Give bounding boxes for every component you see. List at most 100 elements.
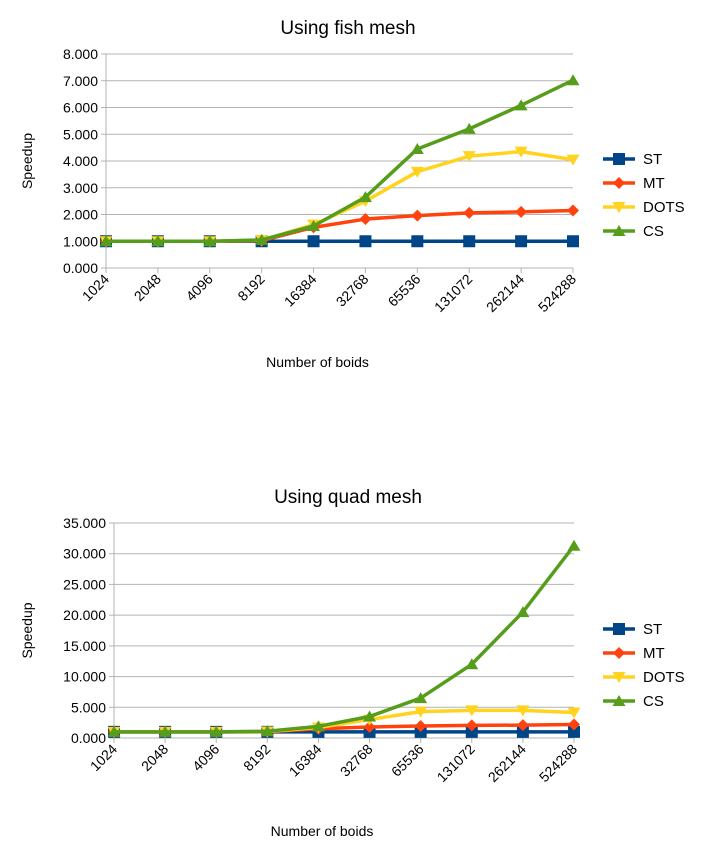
legend-entry-dots: DOTS <box>603 669 685 686</box>
data-point <box>463 206 476 219</box>
x-tick-label: 131072 <box>431 271 475 315</box>
data-point <box>359 235 372 248</box>
legend-label: DOTS <box>643 669 685 686</box>
data-point <box>568 718 580 731</box>
data-point <box>566 74 580 86</box>
series-line <box>106 149 574 243</box>
chart-title: Using fish mesh <box>280 18 415 39</box>
legend-marker <box>612 695 626 706</box>
chart-2: Using quad mesh 0.000 5.000 10.000 15.000 20.… <box>19 487 685 839</box>
data-point <box>515 205 528 218</box>
x-tick-label: 16384 <box>281 271 320 310</box>
data-point <box>514 99 528 111</box>
y-tick-label: 0.000 <box>63 260 98 276</box>
y-axis-label: Speedup <box>19 602 35 658</box>
data-point <box>99 235 113 247</box>
legend-entry-dots: DOTS <box>603 199 685 216</box>
y-tick-label: 20.000 <box>63 607 106 623</box>
legend-label: MT <box>643 175 665 192</box>
y-tick-label: 15.000 <box>63 638 106 654</box>
x-tick-label: 65536 <box>385 271 424 310</box>
data-point <box>462 151 476 163</box>
y-tick-label: 10.000 <box>63 669 106 685</box>
legend-entry-mt: MT <box>603 645 665 662</box>
data-point <box>567 235 579 248</box>
x-tick-label: 32768 <box>333 271 372 310</box>
legend: ST MT DOTS CS <box>603 151 685 240</box>
x-tick-label: 262144 <box>485 741 529 785</box>
x-tick-label: 524288 <box>535 271 579 315</box>
y-tick-label: 8.000 <box>63 46 98 62</box>
data-point <box>411 235 424 248</box>
legend-marker <box>613 623 625 635</box>
x-tick-label: 8192 <box>240 741 273 774</box>
legend-label: MT <box>643 645 665 662</box>
data-point <box>515 235 528 248</box>
legend-entry-st: ST <box>603 151 662 168</box>
series-line <box>106 208 574 243</box>
x-tick-label: 16384 <box>286 741 325 780</box>
x-tick-label: 4096 <box>189 741 222 774</box>
x-tick-label: 131072 <box>434 741 478 785</box>
data-point <box>516 719 529 732</box>
chart-title: Using quad mesh <box>274 487 422 508</box>
y-tick-label: 4.000 <box>63 153 98 169</box>
y-tick-label: 0.000 <box>71 730 106 746</box>
data-point <box>260 725 274 737</box>
y-tick-label: 7.000 <box>63 73 98 89</box>
data-point <box>311 720 325 732</box>
data-point <box>151 235 165 247</box>
legend-label: CS <box>643 693 664 710</box>
data-point <box>567 204 579 217</box>
series-cs <box>107 539 581 737</box>
data-point <box>363 720 376 733</box>
x-tick-label: 524288 <box>536 741 580 785</box>
x-tick-label: 8192 <box>234 271 267 304</box>
data-point <box>410 166 424 178</box>
legend-label: CS <box>643 223 664 240</box>
data-point <box>158 725 172 737</box>
x-tick-label: 65536 <box>388 741 427 780</box>
x-tick-label: 32768 <box>337 741 376 780</box>
data-point <box>414 720 427 733</box>
legend-marker <box>613 177 625 189</box>
legend-marker <box>612 225 626 236</box>
y-tick-label: 1.000 <box>63 233 98 249</box>
y-axis-label: Speedup <box>19 133 35 189</box>
data-point <box>358 191 372 203</box>
data-point <box>255 233 269 245</box>
data-point <box>465 719 478 732</box>
data-point <box>465 725 478 738</box>
data-point <box>359 213 372 226</box>
legend-entry-st: ST <box>603 621 662 638</box>
legend-entry-cs: CS <box>603 223 664 240</box>
data-point <box>516 705 530 717</box>
legend-label: ST <box>643 151 662 168</box>
x-tick-label: 2048 <box>131 271 164 304</box>
data-point <box>566 154 580 166</box>
data-point <box>516 606 530 618</box>
y-tick-label: 2.000 <box>63 207 98 223</box>
data-point <box>414 692 428 704</box>
data-point <box>463 235 476 248</box>
y-tick-label: 6.000 <box>63 100 98 116</box>
series-dots <box>99 146 580 248</box>
y-tick-label: 3.000 <box>63 180 98 196</box>
legend: ST MT DOTS CS <box>603 621 685 710</box>
legend-entry-mt: MT <box>603 175 665 192</box>
series-line <box>106 78 574 243</box>
data-point <box>567 539 581 551</box>
series-cs <box>99 74 580 247</box>
data-point <box>107 725 121 737</box>
data-point <box>465 658 479 670</box>
data-point <box>568 725 580 738</box>
legend-marker <box>612 202 626 213</box>
y-tick-label: 25.000 <box>63 576 106 592</box>
y-tick-label: 35.000 <box>63 515 106 531</box>
y-tick-label: 30.000 <box>63 546 106 562</box>
x-tick-label: 2048 <box>138 741 171 774</box>
data-point <box>209 725 223 737</box>
data-point <box>514 146 528 158</box>
data-point <box>410 142 424 154</box>
